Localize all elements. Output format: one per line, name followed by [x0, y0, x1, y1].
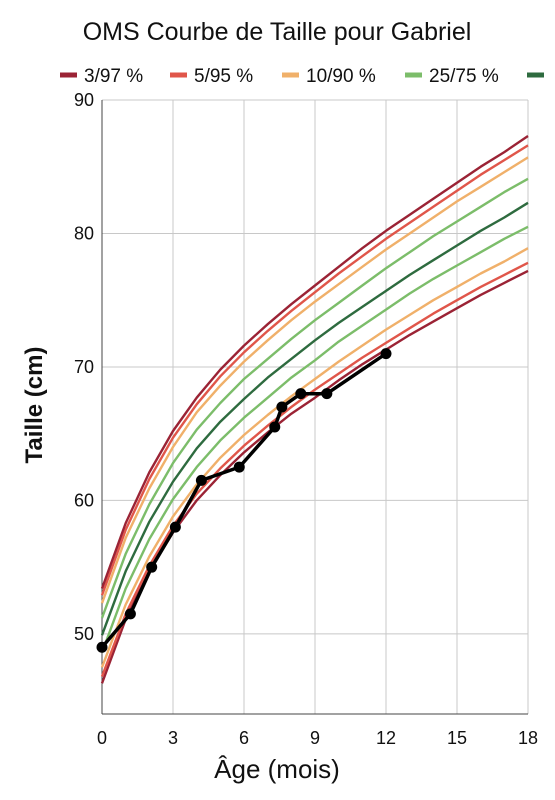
percentile-curve	[100, 225, 529, 654]
legend-label: 5/95 %	[194, 66, 253, 87]
percentile-curve	[100, 201, 529, 636]
percentile-curve	[100, 177, 529, 619]
measurement-point	[146, 561, 158, 573]
y-tick-label: 80	[74, 223, 94, 243]
legend-label: 3/97 %	[84, 66, 143, 87]
legend-label: 10/90 %	[306, 66, 376, 87]
x-tick-label: 3	[168, 728, 178, 748]
chart-title: OMS Courbe de Taille pour Gabriel	[83, 18, 472, 46]
measurement-point	[269, 421, 281, 433]
percentile-curve	[100, 135, 529, 589]
x-axis-title: Âge (mois)	[214, 754, 340, 784]
y-tick-label: 50	[74, 624, 94, 644]
y-axis-ticks: 50 60 70 80 90	[74, 90, 94, 644]
measurement-point	[295, 388, 307, 400]
measurement-point	[124, 608, 136, 620]
y-tick-label: 70	[74, 357, 94, 377]
percentile-curve	[100, 247, 529, 668]
x-tick-label: 15	[447, 728, 467, 748]
plot-area	[96, 135, 529, 684]
measurement-point	[96, 641, 108, 653]
x-tick-label: 18	[518, 728, 538, 748]
x-tick-label: 12	[376, 728, 396, 748]
chart-legend: 3/97 % 5/95 % 10/90 % 25/75 %	[60, 66, 544, 87]
chart-grid	[101, 99, 529, 715]
measurement-point	[276, 401, 288, 413]
percentile-curve	[100, 156, 529, 604]
y-axis-title: Taille (cm)	[21, 347, 48, 464]
x-tick-label: 0	[97, 728, 107, 748]
legend-label: 25/75 %	[429, 66, 499, 87]
measurement-point	[321, 388, 333, 400]
measurement-point	[233, 461, 245, 473]
measurement-point	[195, 474, 207, 486]
x-tick-label: 6	[239, 728, 249, 748]
x-axis-ticks: 0 3 6 9 12 15 18	[97, 728, 538, 748]
measurement-point	[169, 521, 181, 533]
x-tick-label: 9	[310, 728, 320, 748]
percentile-curve	[100, 144, 529, 596]
y-tick-label: 60	[74, 490, 94, 510]
measurement-point	[380, 348, 392, 360]
y-tick-label: 90	[74, 90, 94, 110]
